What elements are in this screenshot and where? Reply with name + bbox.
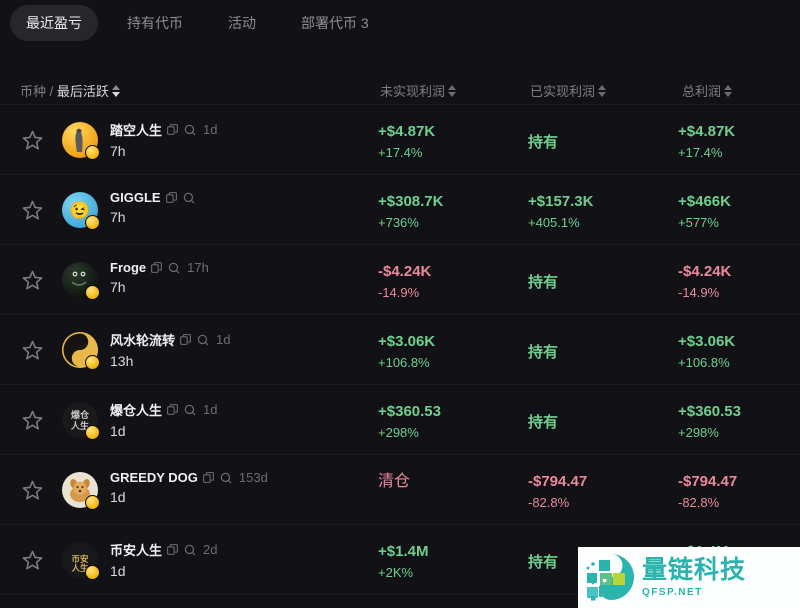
svg-text:爆仓: 爆仓 (71, 409, 90, 420)
